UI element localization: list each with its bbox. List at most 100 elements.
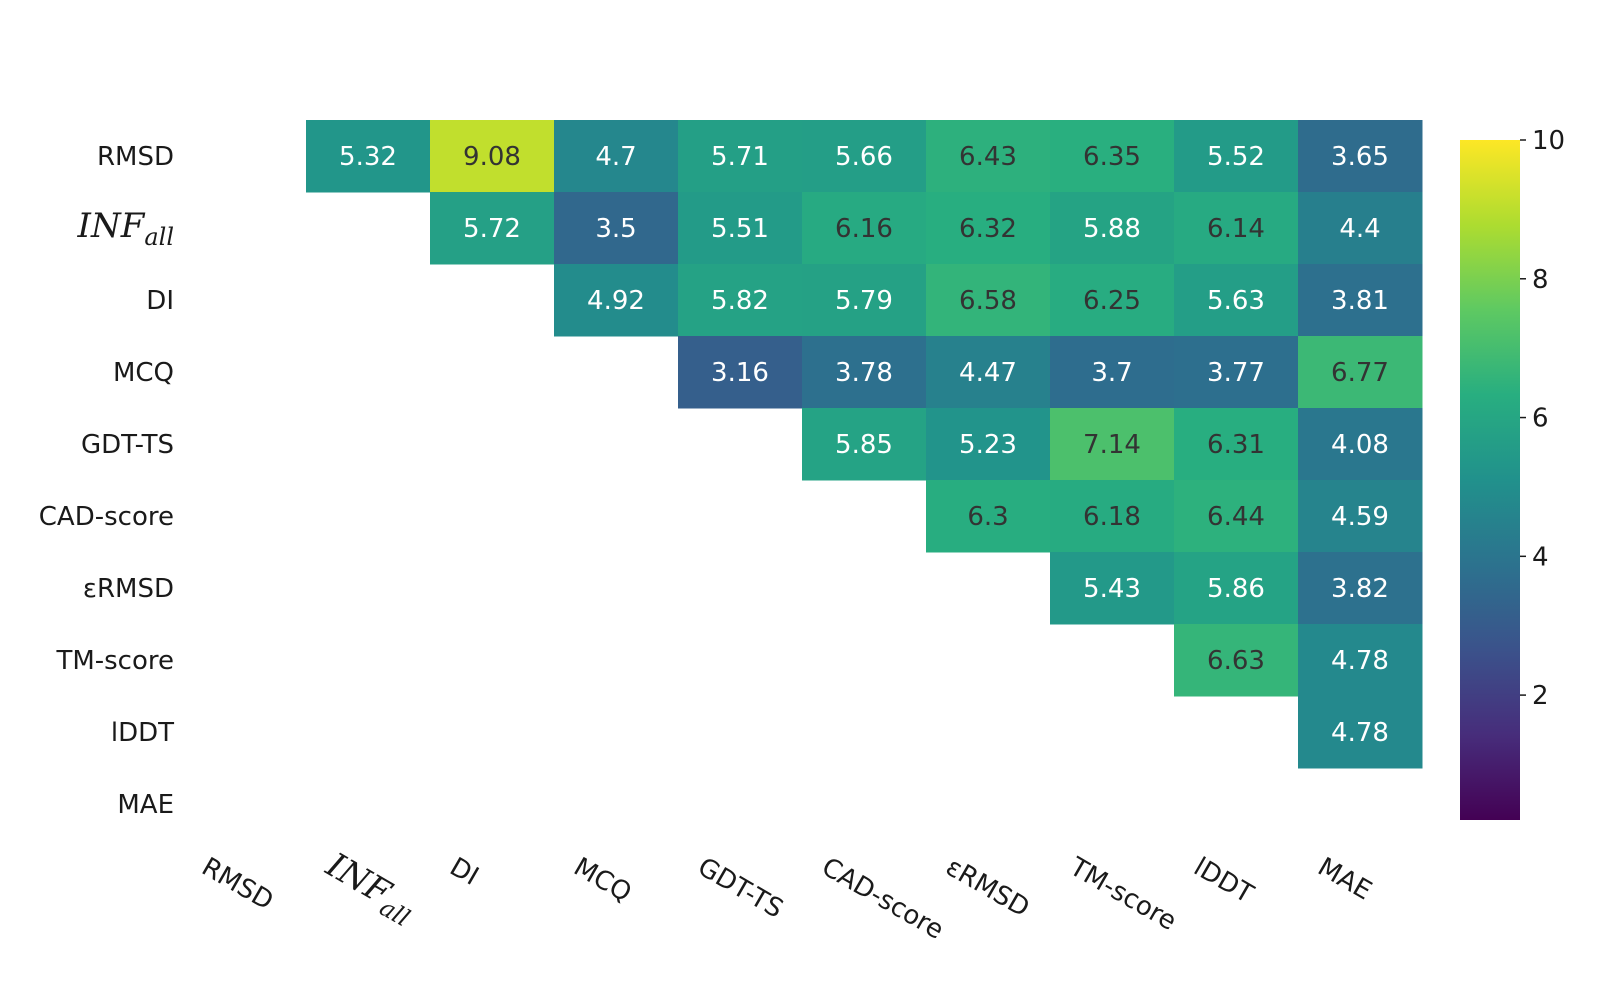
cell-value-label: 3.78: [835, 358, 893, 388]
colorbar-tick-label: 6: [1532, 404, 1549, 434]
cell-value-label: 5.63: [1207, 286, 1265, 316]
cell-value-label: 4.47: [959, 358, 1017, 388]
heatmap-cell: [1050, 192, 1175, 265]
heatmap-cell: [1298, 264, 1423, 337]
cell-value-label: 5.72: [463, 214, 521, 244]
cell-value-label: 5.86: [1207, 574, 1265, 604]
cell-value-label: 6.58: [959, 286, 1017, 316]
y-tick-label-rmsd: RMSD: [97, 142, 174, 172]
heatmap-cell: [1050, 336, 1175, 409]
heatmap-cell: [1174, 120, 1299, 193]
cell-value-label: 5.52: [1207, 142, 1265, 172]
cell-value-label: 3.7: [1091, 358, 1132, 388]
heatmap-cell: [1050, 408, 1175, 481]
heatmap-cell: [926, 408, 1051, 481]
cell-value-label: 6.44: [1207, 502, 1265, 532]
cell-value-label: 5.85: [835, 430, 893, 460]
cell-value-label: 6.18: [1083, 502, 1141, 532]
colorbar: 2 4 6 8 10: [1460, 126, 1565, 820]
heatmap-cell: [1174, 264, 1299, 337]
cell-value-label: 6.43: [959, 142, 1017, 172]
cell-value-label: 5.32: [339, 142, 397, 172]
x-tick-label-mcq: MCQ: [569, 852, 637, 909]
cell-value-label: 5.88: [1083, 214, 1141, 244]
cell-value-label: 7.14: [1083, 430, 1141, 460]
heatmap-cell: [1298, 696, 1423, 769]
heatmap-cell: [554, 120, 679, 193]
heatmap-cells: 5.32 9.08 4.7 5.71 5.66 6.43 6.35 5.52 3.65 5.72 3…: [306, 120, 1423, 769]
cell-value-label: 4.59: [1331, 502, 1389, 532]
heatmap-cell: [1174, 552, 1299, 625]
cell-value-label: 6.16: [835, 214, 893, 244]
y-tick-label-tm-score: TM-score: [55, 646, 174, 676]
cell-value-label: 9.08: [463, 142, 521, 172]
heatmap-cell: [926, 264, 1051, 337]
cell-value-label: 4.92: [587, 286, 645, 316]
cell-value-label: 5.43: [1083, 574, 1141, 604]
y-axis-tick-labels: RMSD INFall DI MCQ GDT-TS CAD-score εRMSD TM-sc…: [39, 142, 174, 820]
y-tick-label-rmsd: εRMSD: [83, 574, 174, 604]
y-tick-label-inf: INFall: [77, 206, 174, 251]
y-tick-label-gdt-ts: GDT-TS: [81, 430, 174, 460]
x-tick-label-rmsd: εRMSD: [941, 852, 1035, 924]
cell-value-label: 3.16: [711, 358, 769, 388]
heatmap-cell: [926, 120, 1051, 193]
x-tick-label-tm-score: TM-score: [1064, 852, 1182, 937]
heatmap-cell: [1050, 552, 1175, 625]
colorbar-tick-label: 2: [1532, 681, 1549, 711]
cell-value-label: 3.5: [595, 214, 636, 244]
cell-value-label: 6.25: [1083, 286, 1141, 316]
heatmap-cell: [678, 336, 803, 409]
heatmap-cell: [1174, 624, 1299, 697]
y-tick-label-di: DI: [146, 286, 174, 316]
heatmap-cell: [1050, 264, 1175, 337]
cell-value-label: 6.3: [967, 502, 1008, 532]
heatmap-cell: [678, 120, 803, 193]
heatmap-cell: [1174, 480, 1299, 553]
cell-value-label: 5.66: [835, 142, 893, 172]
x-tick-label-di: DI: [445, 852, 484, 892]
cell-value-label: 3.82: [1331, 574, 1389, 604]
heatmap-cell: [926, 192, 1051, 265]
heatmap-cell: [802, 192, 927, 265]
x-tick-label-gdt-ts: GDT-TS: [693, 852, 789, 925]
heatmap-cell: [802, 264, 927, 337]
heatmap-cell: [802, 120, 927, 193]
heatmap-cell: [430, 192, 555, 265]
colorbar-tick-label: 8: [1532, 265, 1549, 295]
heatmap-cell: [1298, 408, 1423, 481]
cell-value-label: 3.81: [1331, 286, 1389, 316]
cell-value-label: 6.35: [1083, 142, 1141, 172]
cell-value-label: 3.77: [1207, 358, 1265, 388]
y-tick-label-mcq: MCQ: [113, 358, 174, 388]
cell-value-label: 6.63: [1207, 646, 1265, 676]
heatmap-cell: [554, 192, 679, 265]
cell-value-label: 4.78: [1331, 646, 1389, 676]
colorbar-tick-label: 10: [1532, 126, 1565, 156]
cell-value-label: 3.65: [1331, 142, 1389, 172]
cell-value-label: 6.14: [1207, 214, 1265, 244]
cell-value-label: 5.82: [711, 286, 769, 316]
heatmap-cell: [678, 192, 803, 265]
cell-value-label: 5.23: [959, 430, 1017, 460]
heatmap-cell: [1298, 480, 1423, 553]
heatmap-cell: [926, 336, 1051, 409]
heatmap-cell: [430, 120, 555, 193]
x-tick-label-cad-score: CAD-score: [817, 852, 949, 946]
cell-value-label: 5.51: [711, 214, 769, 244]
y-tick-label-cad-score: CAD-score: [39, 502, 174, 532]
heatmap-cell: [1050, 120, 1175, 193]
colorbar-gradient: [1460, 140, 1520, 820]
heatmap-cell: [306, 120, 431, 193]
y-tick-label-mae: MAE: [117, 790, 174, 820]
y-tick-label-lddt: lDDT: [111, 718, 174, 748]
heatmap-cell: [802, 408, 927, 481]
cell-value-label: 5.71: [711, 142, 769, 172]
cell-value-label: 4.7: [595, 142, 636, 172]
colorbar-tick-label: 4: [1532, 542, 1549, 572]
heatmap-cell: [1174, 336, 1299, 409]
heatmap-cell: [1050, 480, 1175, 553]
heatmap-cell: [678, 264, 803, 337]
